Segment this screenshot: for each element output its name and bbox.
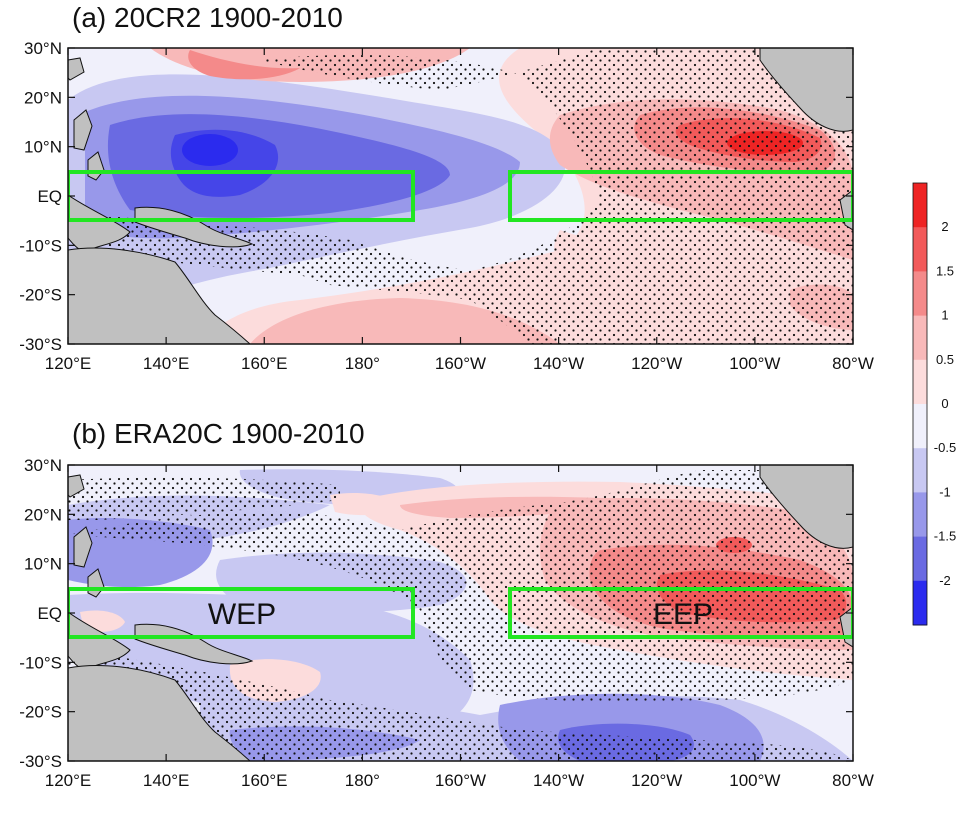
- lat-tick-label-b: 10°N: [24, 555, 62, 574]
- colorbar-segment: [913, 315, 927, 361]
- lon-tick-label-b: 80°W: [832, 771, 874, 790]
- lon-tick-label-b: 120°E: [45, 771, 92, 790]
- colorbar-label: -0.5: [934, 440, 956, 455]
- colorbar-label: -1: [939, 484, 951, 499]
- lon-tick-label-a: 180°: [345, 354, 380, 373]
- lon-tick-label-b: 120°W: [631, 771, 682, 790]
- colorbar-segment: [913, 271, 927, 317]
- lat-tick-label-a: -30°S: [19, 335, 62, 354]
- panel-b-axes: 120°E 140°E 160°E 180° 160°W 140°W 120°W 100°W 8…: [19, 456, 874, 790]
- region-label-eep: EEP: [653, 598, 713, 631]
- lon-tick-label-b: 140°E: [143, 771, 190, 790]
- lon-tick-label-b: 160°E: [241, 771, 288, 790]
- lon-tick-label-a: 160°E: [241, 354, 288, 373]
- lat-tick-label-a: -10°S: [19, 236, 62, 255]
- lat-tick-label-b: 20°N: [24, 505, 62, 524]
- lon-tick-label-a: 140°E: [143, 354, 190, 373]
- panel-a-axes: 120°E 140°E 160°E 180° 160°W 140°W 120°W 100°W 8…: [19, 39, 874, 373]
- lat-tick-label-b: -30°S: [19, 752, 62, 771]
- colorbar-segment: [913, 183, 927, 228]
- panel-a-map: [68, 48, 853, 344]
- colorbar-label: 1.5: [936, 263, 954, 278]
- colorbar-segment: [913, 536, 927, 582]
- lat-tick-label-b: -20°S: [19, 703, 62, 722]
- colorbar-segment: [913, 448, 927, 493]
- colorbar-label: -1.5: [934, 529, 956, 544]
- lat-tick-label-b: -10°S: [19, 653, 62, 672]
- lat-tick-label-a: -20°S: [19, 286, 62, 305]
- lat-tick-label-a: 20°N: [24, 88, 62, 107]
- lon-tick-label-a: 80°W: [832, 354, 874, 373]
- lat-tick-label-a: EQ: [37, 187, 62, 206]
- region-label-wep: WEP: [208, 598, 276, 631]
- lon-tick-label-a: 100°W: [729, 354, 780, 373]
- lon-tick-label-b: 160°W: [435, 771, 486, 790]
- colorbar-segment: [913, 359, 927, 405]
- colorbar-segment: [913, 227, 927, 272]
- panel-b-title: (b) ERA20C 1900-2010: [72, 418, 365, 449]
- colorbar-segment: [913, 580, 927, 626]
- colorbar-label: 0: [941, 396, 948, 411]
- colorbar-label: 1: [941, 308, 948, 323]
- lon-tick-label-a: 120°E: [45, 354, 92, 373]
- colorbar-segment: [913, 492, 927, 538]
- panel-a-title: (a) 20CR2 1900-2010: [72, 2, 343, 33]
- colorbar-label: 0.5: [936, 352, 954, 367]
- colorbar: 2 1.5 1 0.5 0 -0.5 -1 -1.5 -2: [912, 182, 956, 626]
- lon-tick-label-a: 120°W: [631, 354, 682, 373]
- colorbar-frame: [912, 182, 928, 626]
- colorbar-segment: [913, 404, 927, 449]
- lon-tick-label-a: 140°W: [533, 354, 584, 373]
- lat-tick-label-b: EQ: [37, 604, 62, 623]
- lat-tick-label-b: 30°N: [24, 456, 62, 475]
- colorbar-label: 2: [941, 219, 948, 234]
- lat-tick-label-a: 30°N: [24, 39, 62, 58]
- lon-tick-label-b: 100°W: [729, 771, 780, 790]
- lon-tick-label-a: 160°W: [435, 354, 486, 373]
- lat-tick-label-a: 10°N: [24, 138, 62, 157]
- colorbar-label: -2: [939, 573, 951, 588]
- panel-b-map: [68, 465, 853, 761]
- lon-tick-label-b: 180°: [345, 771, 380, 790]
- lon-tick-label-b: 140°W: [533, 771, 584, 790]
